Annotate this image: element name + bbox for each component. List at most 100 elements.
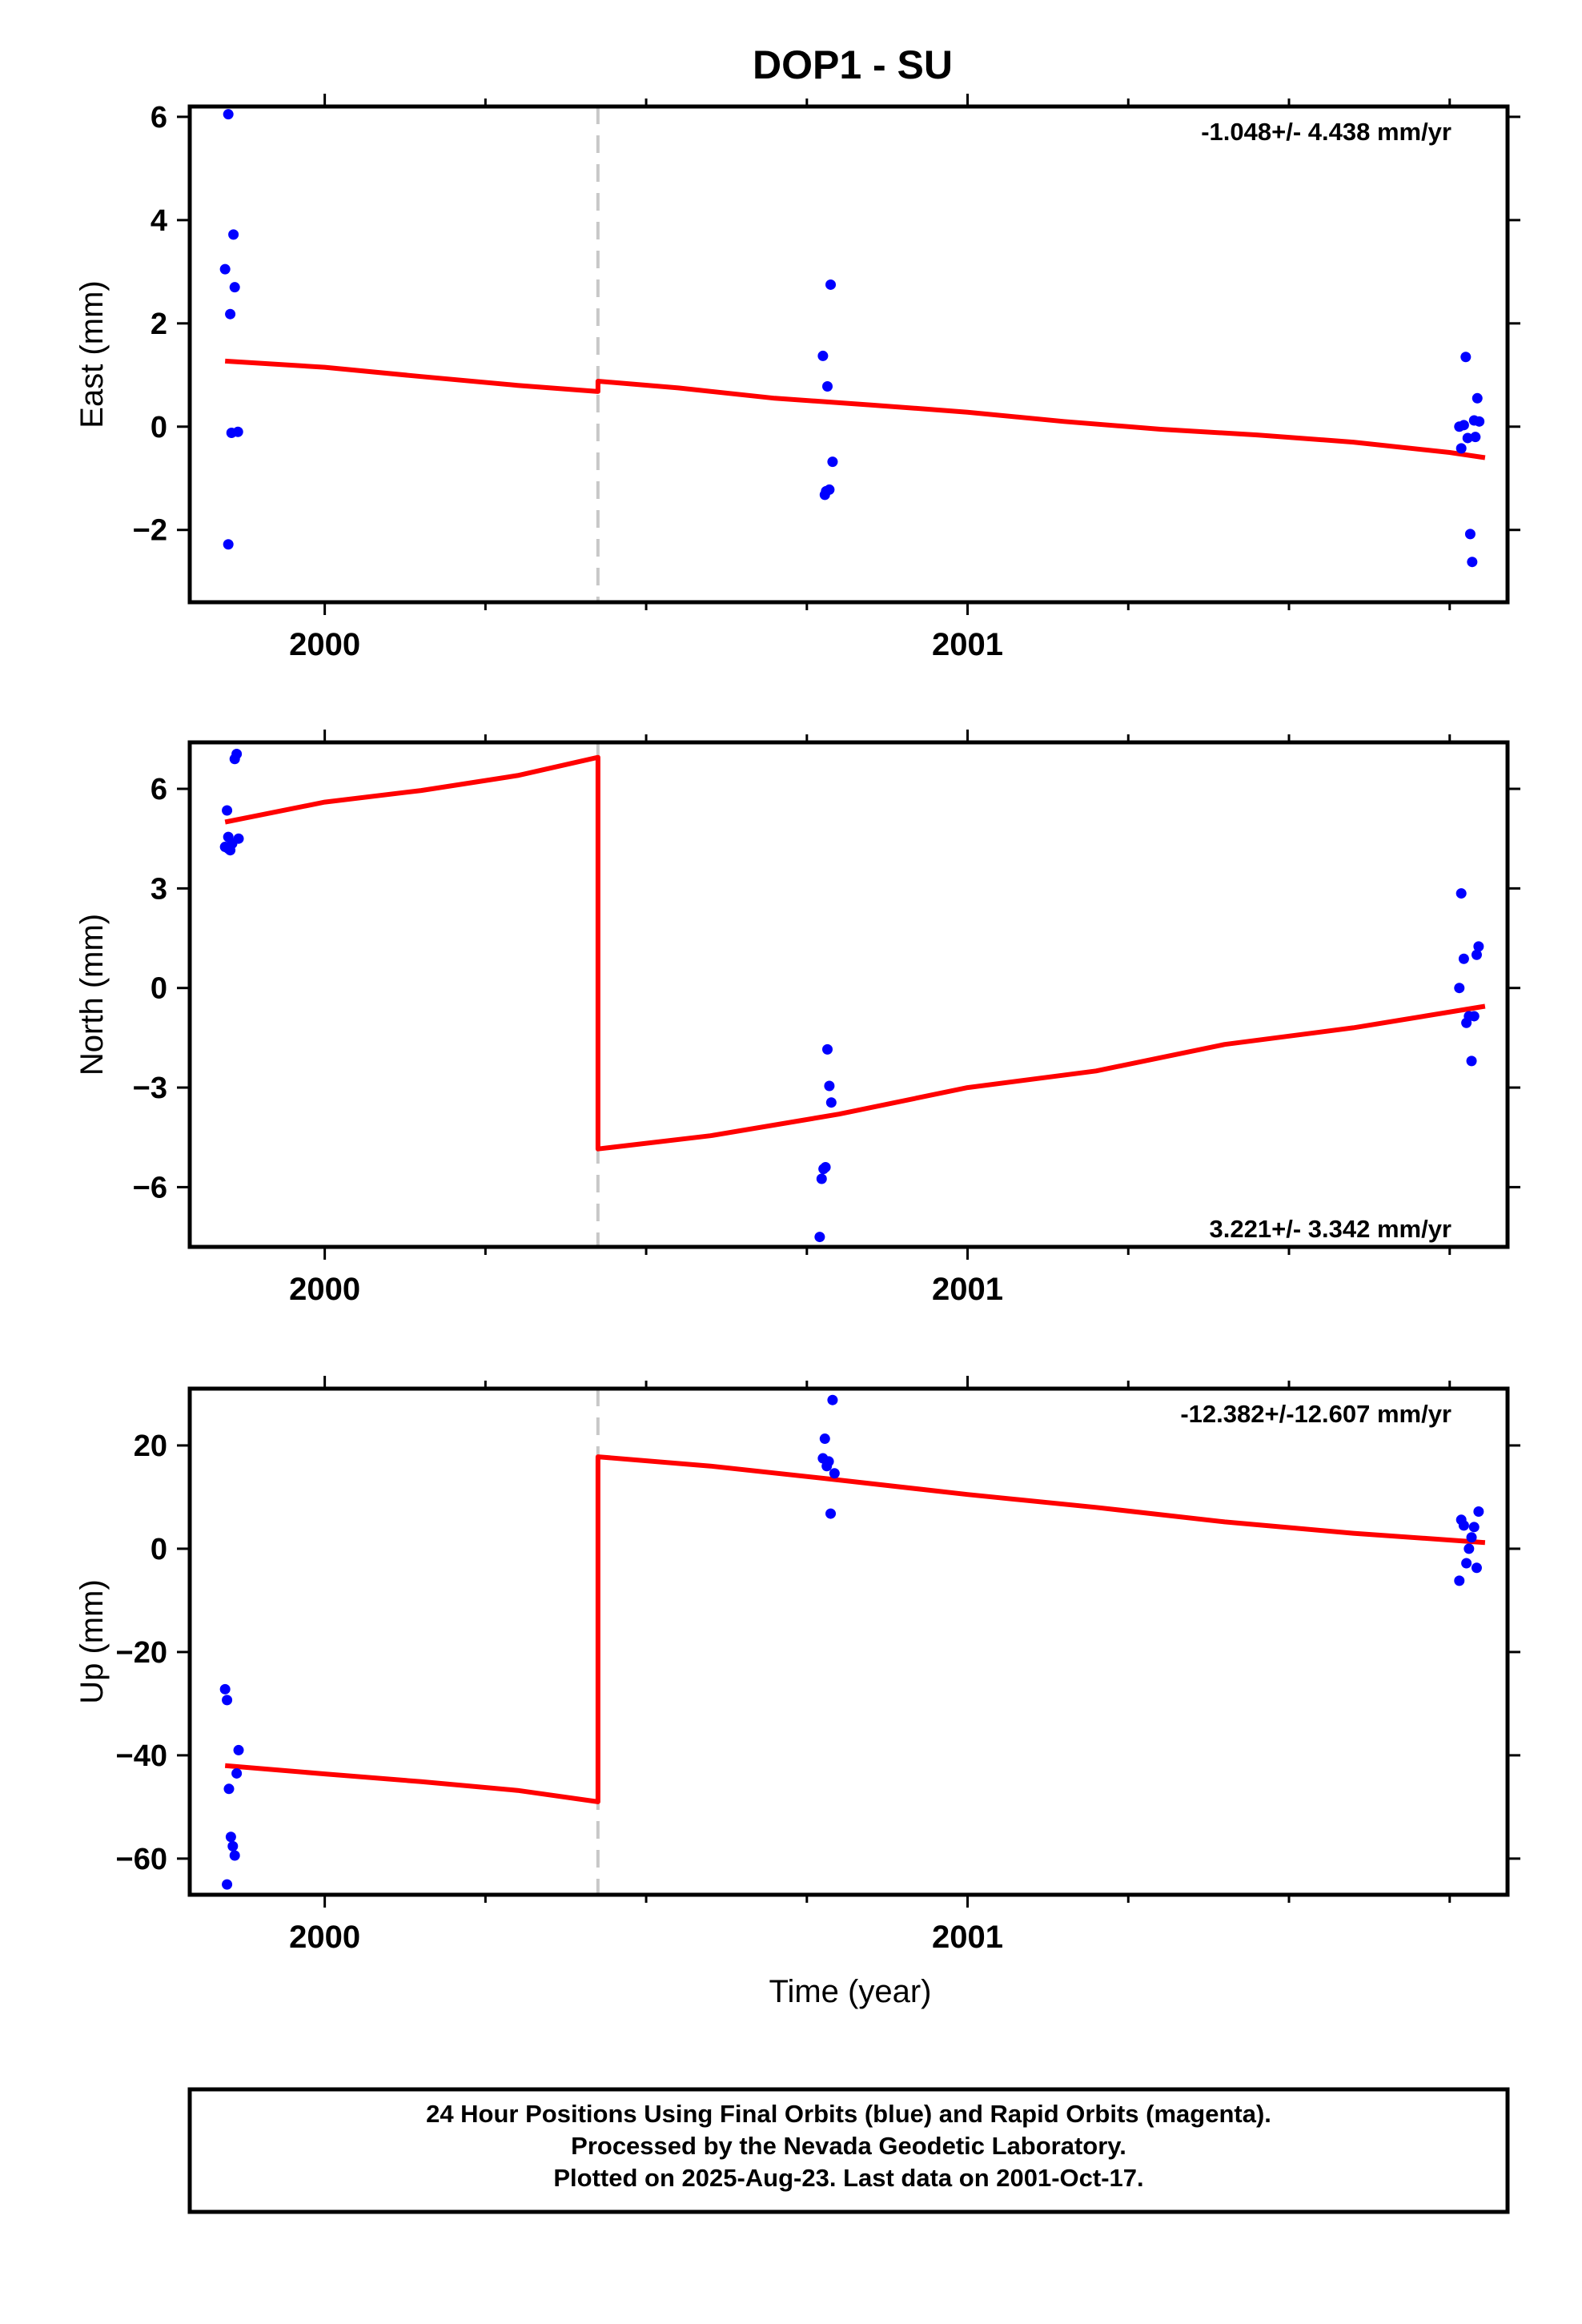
east-data-point [817,350,829,361]
north-y-tick-label: 0 [151,972,167,1006]
up-y-tick-label: 20 [134,1429,167,1463]
north-data-point [231,749,243,760]
up-data-point [1454,1575,1465,1586]
east-y-tick-label: 0 [151,411,167,444]
east-y-axis-label: East (mm) [74,280,110,428]
north-y-tick-label: 6 [151,773,167,806]
up-data-point [829,1468,840,1479]
footer-line-1: 24 Hour Positions Using Final Orbits (bl… [426,2100,1271,2128]
north-data-point [824,1080,835,1092]
east-data-point [228,229,239,240]
up-data-point [1458,1520,1469,1531]
east-data-point [1470,432,1481,443]
north-y-tick-label: −3 [133,1072,167,1105]
north-data-point [1458,953,1469,964]
up-data-point [1473,1506,1484,1517]
east-data-point [223,109,234,120]
east-rate-annotation: -1.048+/- 4.438 mm/yr [1201,118,1452,146]
east-y-tick-label: 2 [151,308,167,341]
east-data-point [1460,352,1472,363]
chart-title: DOP1 - SU [753,42,953,87]
east-data-point [824,484,835,495]
east-panel: 2000 2001 −2 0 2 4 6 East (mm) -1.048+/- 4.438 m… [74,94,1520,662]
north-data-point [233,833,244,844]
up-data-point [1461,1558,1472,1569]
footer-line-3: Plotted on 2025-Aug-23. Last data on 200… [553,2164,1143,2192]
up-data-point [823,1456,834,1467]
north-x-tick-label: 2000 [289,1272,360,1307]
east-data-point [822,380,833,392]
east-data-point [219,263,231,275]
north-data-point [1456,888,1467,899]
east-data-point [825,279,837,290]
north-data-point [816,1173,827,1184]
up-y-tick-label: −20 [116,1636,167,1670]
east-y-tick-label: −2 [133,514,167,548]
footer-box: 24 Hour Positions Using Final Orbits (bl… [187,2087,1510,2214]
east-data-point [225,308,236,320]
up-rate-annotation: -12.382+/-12.607 mm/yr [1180,1400,1452,1428]
north-data-point [822,1043,833,1055]
north-panel: 2000 2001 −6 −3 0 3 6 North (mm) 3.221+/- 3.342 … [74,730,1520,1307]
up-y-axis-label: Up (mm) [74,1579,110,1704]
east-y-tick-label: 4 [151,204,167,238]
up-data-point [231,1767,243,1779]
east-data-point [1474,416,1485,427]
north-data-point [1468,1011,1480,1022]
up-y-tick-label: 0 [151,1533,167,1566]
up-data-point [1464,1543,1475,1554]
north-y-tick-label: 3 [151,872,167,906]
north-model-line [224,754,1486,1152]
up-data-point [819,1433,830,1445]
north-y-tick-label: −6 [133,1171,167,1204]
north-data-point [223,843,234,854]
up-data-point [233,1744,244,1755]
north-data-point [1454,983,1465,994]
up-y-tick-label: −60 [116,1843,167,1876]
east-data-point [229,282,240,293]
footer-border [187,2087,1510,2214]
north-data-point [1473,941,1484,952]
up-data-point [229,1850,240,1861]
east-data-point [1472,392,1483,404]
north-data-point [825,1097,837,1108]
north-data-point [820,1162,831,1173]
north-data-point [814,1232,825,1243]
east-data-point [1464,529,1476,540]
up-x-tick-label: 2000 [289,1920,360,1955]
up-data-point [219,1683,231,1695]
up-y-tick-label: −40 [116,1739,167,1773]
up-data-point [222,1879,233,1890]
east-data-point [1458,420,1469,431]
north-y-axis-label: North (mm) [74,914,110,1076]
up-data-point [1471,1562,1482,1574]
north-plot-frame [187,740,1510,1249]
north-data-point [1466,1055,1477,1067]
east-data-point [1456,443,1467,454]
up-panel: 2000 2001 −60 −40 −20 0 20 Up (mm) -12.382+/-12.… [74,1376,1520,1955]
up-data-point [223,1783,235,1795]
east-data-point [232,426,243,437]
up-data-point [825,1508,837,1519]
up-data-point [1466,1532,1477,1543]
x-axis-label: Time (year) [769,1974,932,2009]
east-data-point [1462,432,1473,444]
north-data-point [1471,949,1482,960]
up-model-line [224,1454,1486,1804]
east-data-point [223,539,234,550]
east-x-tick-label: 2000 [289,627,360,662]
up-data-point [827,1394,838,1405]
north-x-tick-label: 2001 [932,1272,1003,1307]
up-data-point [227,1840,239,1852]
north-data-point [222,805,233,816]
east-data-point [827,456,838,468]
up-data-point [222,1695,233,1706]
east-y-tick-label: 6 [151,101,167,135]
north-rate-annotation: 3.221+/- 3.342 mm/yr [1210,1215,1452,1243]
up-data-point [1468,1522,1480,1533]
east-x-tick-label: 2001 [932,627,1003,662]
east-plot-frame [187,104,1510,605]
footer-line-2: Processed by the Nevada Geodetic Laborat… [571,2132,1126,2160]
east-data-point [1467,557,1478,568]
